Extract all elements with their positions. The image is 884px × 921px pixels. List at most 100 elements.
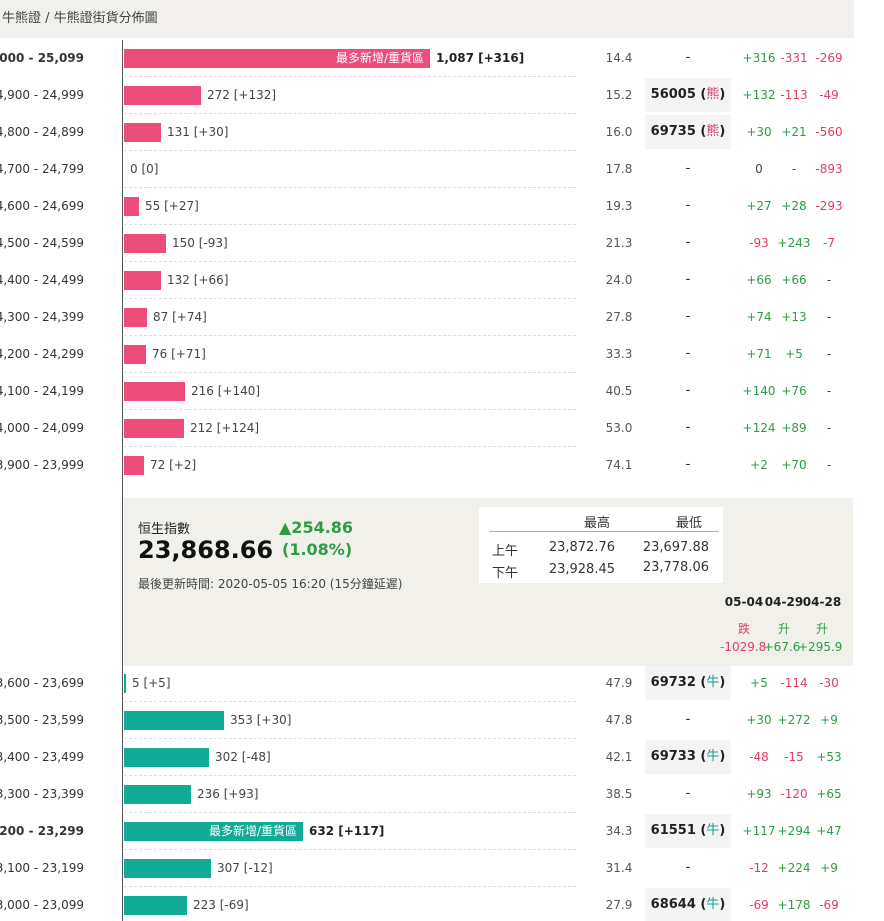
warrant-code[interactable]: 69732	[650, 675, 696, 690]
quantity-label: 223 [-69]	[193, 898, 249, 912]
row-divider	[124, 446, 576, 447]
table-row: 24,600 - 24,699 55 [+27] 19.3 - +27 +28 -293	[0, 188, 854, 224]
bear-bar	[124, 419, 184, 438]
max-increase-label: 最多新增/重貨區	[208, 824, 297, 838]
quantity-label: 302 [-48]	[215, 750, 271, 764]
history-date: 05-04	[724, 595, 764, 609]
bull-bar	[124, 785, 191, 804]
bear-bar	[124, 197, 139, 216]
row-divider	[124, 701, 576, 702]
bull-bar	[124, 748, 209, 767]
high-header: 最高	[583, 516, 610, 531]
table-row: 24,900 - 24,999 272 [+132] 15.2 56005 (熊) +1…	[0, 77, 854, 113]
strike-range: 23,500 - 23,599	[0, 713, 84, 727]
warrant-code[interactable]: 56005	[650, 87, 696, 102]
table-row: 24,200 - 24,299 76 [+71] 33.3 - +71 +5 -	[0, 336, 854, 372]
change-cell: -	[826, 458, 832, 472]
warrant-code-empty: -	[685, 198, 691, 213]
change-cell: -893	[815, 162, 843, 176]
percent-value: 47.9	[605, 676, 633, 690]
quantity-label: 87 [+74]	[153, 310, 207, 324]
warrant-code-empty: -	[685, 309, 691, 324]
table-row: 24,300 - 24,399 87 [+74] 27.8 - +74 +13 -	[0, 299, 854, 335]
warrant-code-link[interactable]: 69732 (牛)	[645, 666, 731, 700]
quantity-label: 236 [+93]	[197, 787, 259, 801]
percent-value: 53.0	[605, 421, 633, 435]
change-cell: +178	[777, 898, 811, 912]
warrant-code[interactable]: 68644	[650, 897, 696, 912]
table-row: 24,800 - 24,899 131 [+30] 16.0 69735 (熊) +30…	[0, 114, 854, 150]
breadcrumb[interactable]: 牛熊證 / 牛熊證街貨分佈圖	[0, 0, 854, 38]
am-label: 上午	[492, 544, 519, 559]
quantity-label: 212 [+124]	[190, 421, 260, 435]
warrant-code-link[interactable]: 69735 (熊)	[645, 115, 731, 149]
change-cell: +30	[746, 713, 772, 727]
warrant-type-tag: 熊	[706, 124, 720, 139]
change-cell: +224	[777, 861, 811, 875]
change-cell: +66	[746, 273, 772, 287]
change-cell: +47	[816, 824, 842, 838]
quantity-label: 150 [-93]	[172, 236, 228, 250]
change-cell: +5	[785, 347, 803, 361]
change-cell: +70	[781, 458, 807, 472]
row-divider	[124, 113, 576, 114]
warrant-code-link[interactable]: 68644 (牛)	[645, 888, 731, 921]
bull-bar: 最多新增/重貨區	[124, 822, 303, 841]
change-cell: -	[826, 310, 832, 324]
change-cell: +76	[781, 384, 807, 398]
percent-value: 17.8	[605, 162, 633, 176]
warrant-code[interactable]: 61551	[650, 823, 696, 838]
row-divider	[124, 775, 576, 776]
quantity-label: 132 [+66]	[167, 273, 229, 287]
change-cell: -48	[749, 750, 769, 764]
warrant-code-empty: -	[685, 50, 691, 65]
change-cell: 0	[755, 162, 763, 176]
warrant-code-link[interactable]: 56005 (熊)	[645, 78, 731, 112]
percent-value: 31.4	[605, 861, 633, 875]
change-cell: +124	[742, 421, 776, 435]
history-direction: 跌	[737, 622, 750, 636]
change-cell: -560	[815, 125, 843, 139]
row-divider	[124, 335, 576, 336]
history-change: +67.6	[763, 640, 801, 654]
warrant-code-link[interactable]: 61551 (牛)	[645, 814, 731, 848]
strike-range: 24,600 - 24,699	[0, 199, 84, 213]
row-divider	[124, 298, 576, 299]
percent-value: 40.5	[605, 384, 633, 398]
change-cell: +21	[781, 125, 807, 139]
bear-bar	[124, 308, 147, 327]
table-row: 24,100 - 24,199 216 [+140] 40.5 - +140 +76 -	[0, 373, 854, 409]
change-cell: +53	[816, 750, 842, 764]
change-cell: -	[791, 162, 797, 176]
percent-value: 33.3	[605, 347, 633, 361]
change-cell: -	[826, 384, 832, 398]
strike-range: 25,000 - 25,099	[0, 51, 84, 65]
change-cell: -114	[780, 676, 808, 690]
history-direction: 升	[815, 622, 828, 636]
warrant-type-tag: 牛	[706, 897, 720, 912]
warrant-code-empty: -	[685, 161, 691, 176]
change-cell: -113	[780, 88, 808, 102]
quantity-label: 272 [+132]	[207, 88, 277, 102]
warrant-type-tag: 熊	[706, 87, 720, 102]
warrant-code-link[interactable]: 69733 (牛)	[645, 740, 731, 774]
warrant-code[interactable]: 69733	[650, 749, 696, 764]
change-cell: +28	[781, 199, 807, 213]
warrant-code[interactable]: 69735	[650, 124, 696, 139]
index-change: ▲254.86	[279, 518, 354, 537]
change-cell: +9	[820, 713, 838, 727]
change-cell: -293	[815, 199, 843, 213]
change-cell: +13	[781, 310, 807, 324]
warrant-code-empty: -	[685, 457, 691, 472]
percent-value: 34.3	[605, 824, 633, 838]
strike-range: 23,200 - 23,299	[0, 824, 84, 838]
bear-bar	[124, 271, 161, 290]
warrant-type-tag: 牛	[706, 675, 720, 690]
percent-value: 47.8	[605, 713, 633, 727]
table-row: 24,400 - 24,499 132 [+66] 24.0 - +66 +66 -	[0, 262, 854, 298]
strike-range: 24,900 - 24,999	[0, 88, 84, 102]
row-divider	[124, 409, 576, 410]
history-date: 04-29	[764, 595, 804, 609]
strike-range: 24,300 - 24,399	[0, 310, 84, 324]
quantity-label: 353 [+30]	[230, 713, 292, 727]
